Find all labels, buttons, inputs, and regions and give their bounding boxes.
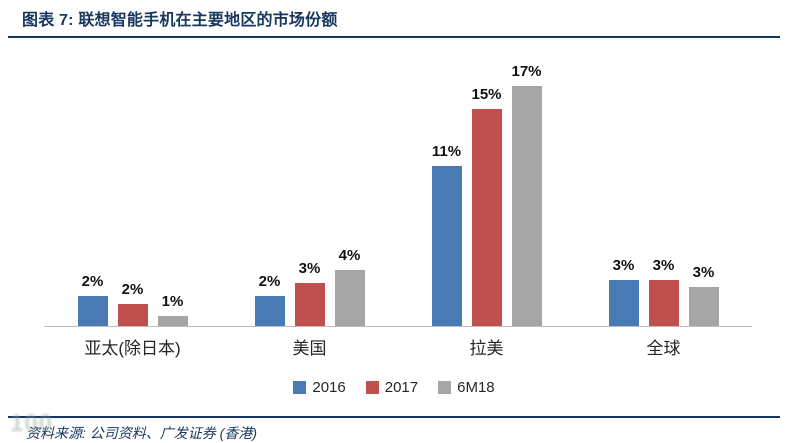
bar-6M18: 4%	[334, 247, 365, 326]
bar-groups: 2% 2% 1% 2% 3% 4% 11% 15% 17% 3% 3% 3%	[44, 48, 752, 327]
bar-value-label: 11%	[431, 143, 462, 160]
bar-2016: 3%	[608, 257, 639, 326]
bar-group-4: 3% 3% 3%	[575, 257, 752, 326]
bar-value-label: 3%	[652, 257, 675, 274]
bar-value-label: 17%	[511, 63, 542, 80]
bar-value-label: 3%	[612, 257, 635, 274]
bar-2017: 2%	[117, 281, 148, 326]
bar-6M18: 1%	[157, 293, 188, 326]
bar-group-2: 2% 3% 4%	[221, 247, 398, 326]
bar-value-label: 1%	[161, 293, 184, 310]
category-label: 全球	[646, 339, 681, 358]
source-text: 资料来源: 公司资料、广发证券 (香港)	[26, 425, 257, 441]
bar-value-label: 2%	[81, 273, 104, 290]
bar-2017: 3%	[294, 260, 325, 326]
bar-6M18: 3%	[688, 264, 719, 326]
figure-caption-bar: 图表 7: 联想智能手机在主要地区的市场份额	[8, 0, 780, 38]
category-label: 亚太(除日本)	[84, 339, 181, 358]
category-label: 美国	[292, 339, 327, 358]
bar-group-3: 11% 15% 17%	[398, 63, 575, 326]
bar-chart: 2% 2% 1% 2% 3% 4% 11% 15% 17% 3% 3% 3% 亚太(除日本) 美国 拉美 全…	[0, 48, 788, 396]
bar-value-label: 2%	[121, 281, 144, 298]
legend-swatch-icon	[293, 381, 307, 394]
bar-value-label: 4%	[338, 247, 361, 264]
legend-swatch-icon	[365, 381, 379, 394]
legend-entry-2017: 2017	[365, 379, 419, 396]
bar-2017: 3%	[648, 257, 679, 326]
bar-value-label: 3%	[298, 260, 321, 277]
legend: 2016 2017 6M18	[0, 379, 788, 396]
legend-label: 6M18	[457, 379, 495, 396]
legend-entry-6M18: 6M18	[438, 379, 495, 396]
legend-swatch-icon	[438, 381, 452, 394]
bar-2016: 2%	[254, 273, 285, 326]
source-footer: 100 资料来源: 公司资料、广发证券 (香港)	[8, 410, 780, 443]
bar-2017: 15%	[471, 86, 502, 326]
figure-title: 图表 7: 联想智能手机在主要地区的市场份额	[22, 12, 338, 29]
legend-entry-2016: 2016	[293, 379, 346, 396]
bar-value-label: 2%	[258, 273, 281, 290]
bar-2016: 11%	[431, 143, 462, 326]
bar-6M18: 17%	[511, 63, 542, 326]
category-labels: 亚太(除日本) 美国 拉美 全球	[44, 334, 752, 359]
bar-value-label: 15%	[471, 86, 502, 103]
bar-2016: 2%	[77, 273, 108, 326]
bar-value-label: 3%	[692, 264, 715, 281]
legend-label: 2016	[312, 379, 346, 396]
bar-group-1: 2% 2% 1%	[44, 273, 221, 326]
category-label: 拉美	[469, 339, 504, 358]
legend-label: 2017	[384, 379, 419, 396]
